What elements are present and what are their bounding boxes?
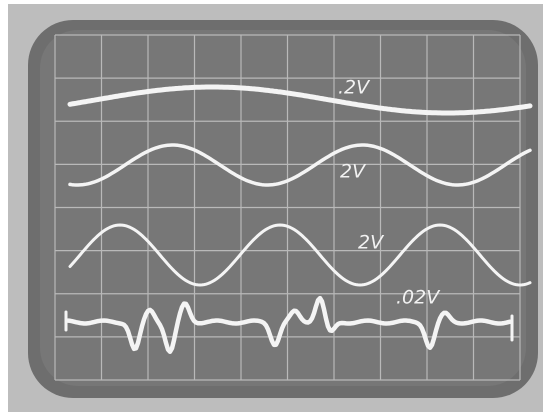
trace-label: 2V	[358, 232, 385, 254]
trace-label: 2V	[340, 161, 367, 183]
trace-label: .02V	[396, 287, 441, 309]
trace-label: .2V	[338, 77, 371, 99]
oscilloscope-photo: .2V 2V 2V .02V	[0, 0, 549, 417]
